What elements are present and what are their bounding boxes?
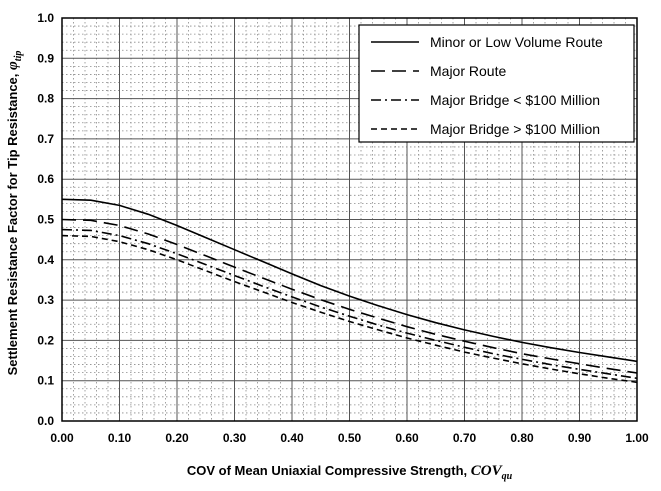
x-tick-label: 0.40 [280,431,304,445]
x-axis-title-symbol: COV [471,463,504,479]
y-tick-label: 0.0 [37,414,54,428]
series-line-3 [61,228,638,380]
series-layer [61,198,638,384]
legend-item-2: Major Route [371,63,506,79]
legend-item-3: Major Bridge < $100 Million [371,92,600,108]
y-tick-label: 0.3 [37,293,54,307]
y-axis-title-subscript: tip [13,51,24,62]
x-tick-label: 0.20 [165,431,189,445]
x-axis-title-subscript: qu [502,471,513,482]
legend-box [358,24,635,143]
x-tick-label: 0.50 [338,431,362,445]
legend-label: Major Bridge > $100 Million [430,121,600,137]
x-axis-title: COV of Mean Uniaxial Compressive Strengt… [187,463,513,482]
x-tick-label: 0.90 [568,431,592,445]
y-tick-label: 1.0 [37,11,54,25]
x-tick-label: 0.70 [453,431,477,445]
ticks-layer: 0.00 0.10 0.20 0.30 0.40 0.50 0.60 0.70 0.80 0.90… [37,11,649,445]
legend-label: Major Bridge < $100 Million [430,92,600,108]
series-line-2 [61,218,638,374]
series-line-4 [61,234,638,384]
legend-item-1: Minor or Low Volume Route [371,34,603,50]
x-tick-label: 1.00 [625,431,649,445]
y-tick-label: 0.2 [37,333,54,347]
legend-label: Major Route [430,63,506,79]
x-tick-label: 0.80 [510,431,534,445]
y-axis-title-symbol: φ [5,61,21,70]
y-tick-label: 0.9 [37,51,54,65]
y-axis-title-prefix: Settlement Resistance Factor for Tip Res… [5,70,20,375]
x-axis-title-prefix: COV of Mean Uniaxial Compressive Strengt… [187,463,471,478]
legend-item-4: Major Bridge > $100 Million [371,121,600,137]
x-tick-label: 0.60 [395,431,419,445]
y-tick-label: 0.7 [37,132,54,146]
y-axis-title: Settlement Resistance Factor for Tip Res… [5,51,24,376]
legend: Minor or Low Volume Route Major Route Majo… [358,24,635,143]
x-tick-label: 0.30 [223,431,247,445]
series-line-1 [61,198,638,363]
x-tick-label: 0.00 [50,431,74,445]
y-tick-label: 0.6 [37,172,54,186]
y-tick-label: 0.4 [37,253,54,267]
legend-label: Minor or Low Volume Route [430,34,603,50]
y-tick-label: 0.5 [37,213,54,227]
y-tick-label: 0.8 [37,92,54,106]
grid [62,18,637,421]
y-tick-label: 0.1 [37,374,54,388]
x-tick-label: 0.10 [108,431,132,445]
